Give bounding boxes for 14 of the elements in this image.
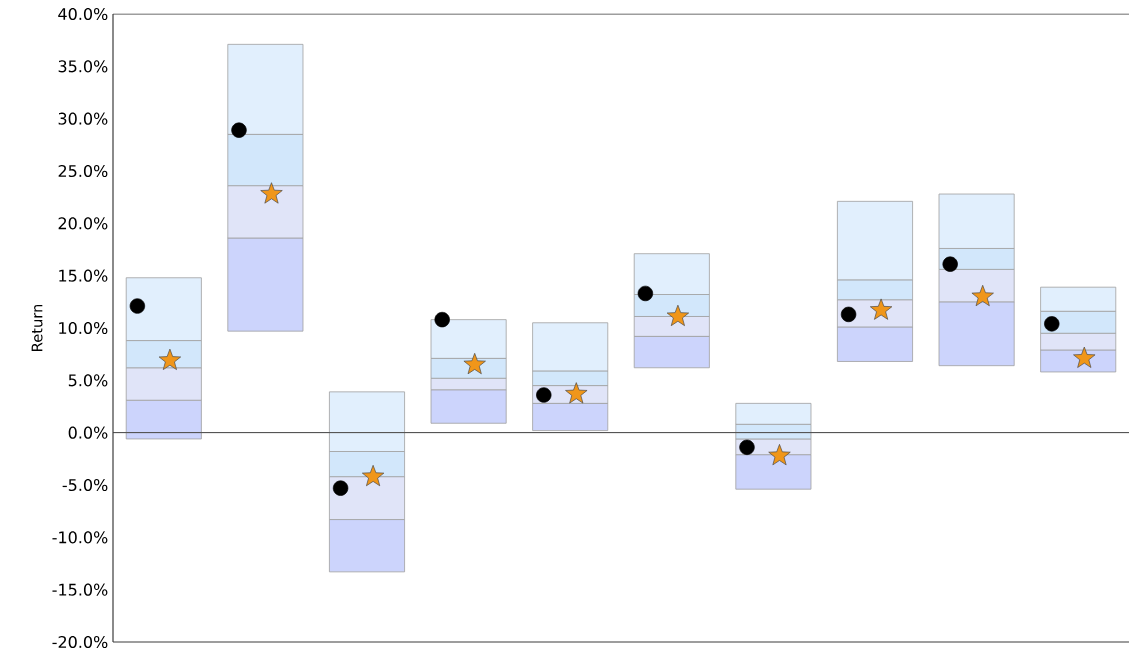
y-axis-title: Return <box>31 304 43 351</box>
y-tick-label: -20.0% <box>52 635 108 649</box>
y-tick-label: -15.0% <box>52 583 108 596</box>
y-tick-label: -5.0% <box>62 478 108 492</box>
y-tick-label: 35.0% <box>58 60 108 73</box>
y-tick-label: 0.0% <box>68 426 108 439</box>
y-tick-label: 5.0% <box>68 374 108 387</box>
y-tick-label: 10.0% <box>59 321 108 335</box>
y-tick-label: 40.0% <box>58 7 108 21</box>
y-tick-label: 30.0% <box>58 112 108 125</box>
y-tick-label: 15.0% <box>59 269 108 282</box>
y-tick-label: 25.0% <box>58 164 108 178</box>
y-tick-label: -10.0% <box>52 531 108 544</box>
y-tick-label: 20.0% <box>58 217 108 230</box>
